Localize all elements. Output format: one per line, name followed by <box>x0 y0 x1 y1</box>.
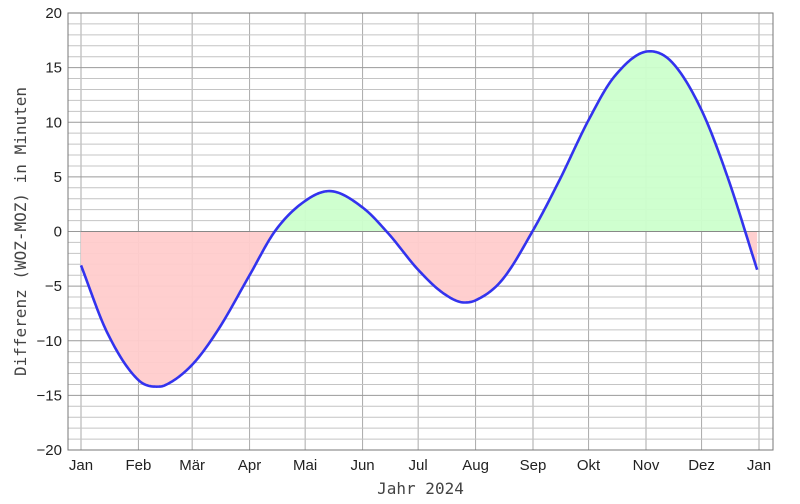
y-axis-label: Differenz (WOZ-MOZ) in Minuten <box>11 87 30 376</box>
x-tick-label: Mai <box>293 457 317 474</box>
x-tick-label: Jun <box>350 457 374 474</box>
x-tick-label: Okt <box>577 457 601 474</box>
x-tick-label: Feb <box>125 457 151 474</box>
y-tick-label: 5 <box>54 169 62 186</box>
y-tick-labels: −20 −15 −10 −5 0 5 10 15 20 <box>37 5 62 459</box>
y-tick-label: 10 <box>45 114 62 131</box>
y-tick-label: −5 <box>45 278 62 295</box>
y-tick-label: −20 <box>37 442 62 459</box>
x-tick-label: Jan <box>747 457 771 474</box>
x-tick-label: Sep <box>520 457 547 474</box>
x-tick-label: Nov <box>633 457 660 474</box>
y-tick-label: 20 <box>45 5 62 22</box>
area-fills <box>81 51 758 387</box>
x-axis-label: Jahr 2024 <box>377 479 464 498</box>
x-tick-label: Aug <box>462 457 489 474</box>
plot-frame <box>67 12 774 451</box>
negative-area <box>81 231 758 387</box>
x-tick-labels: Jan Feb Mär Apr Mai Jun Jul Aug Sep Okt Nov Dez Jan <box>69 457 771 474</box>
x-tick-label: Jan <box>69 457 93 474</box>
series-group <box>79 49 759 388</box>
x-tick-label: Dez <box>688 457 715 474</box>
positive-area <box>81 51 758 232</box>
y-tick-label: −15 <box>37 387 62 404</box>
x-tick-label: Apr <box>238 457 261 474</box>
x-tick-label: Jul <box>409 457 428 474</box>
y-tick-label: −10 <box>37 333 62 350</box>
y-tick-label: 15 <box>45 60 62 77</box>
y-tick-label: 0 <box>54 224 62 241</box>
x-tick-label: Mär <box>179 457 205 474</box>
series-line <box>79 49 759 388</box>
